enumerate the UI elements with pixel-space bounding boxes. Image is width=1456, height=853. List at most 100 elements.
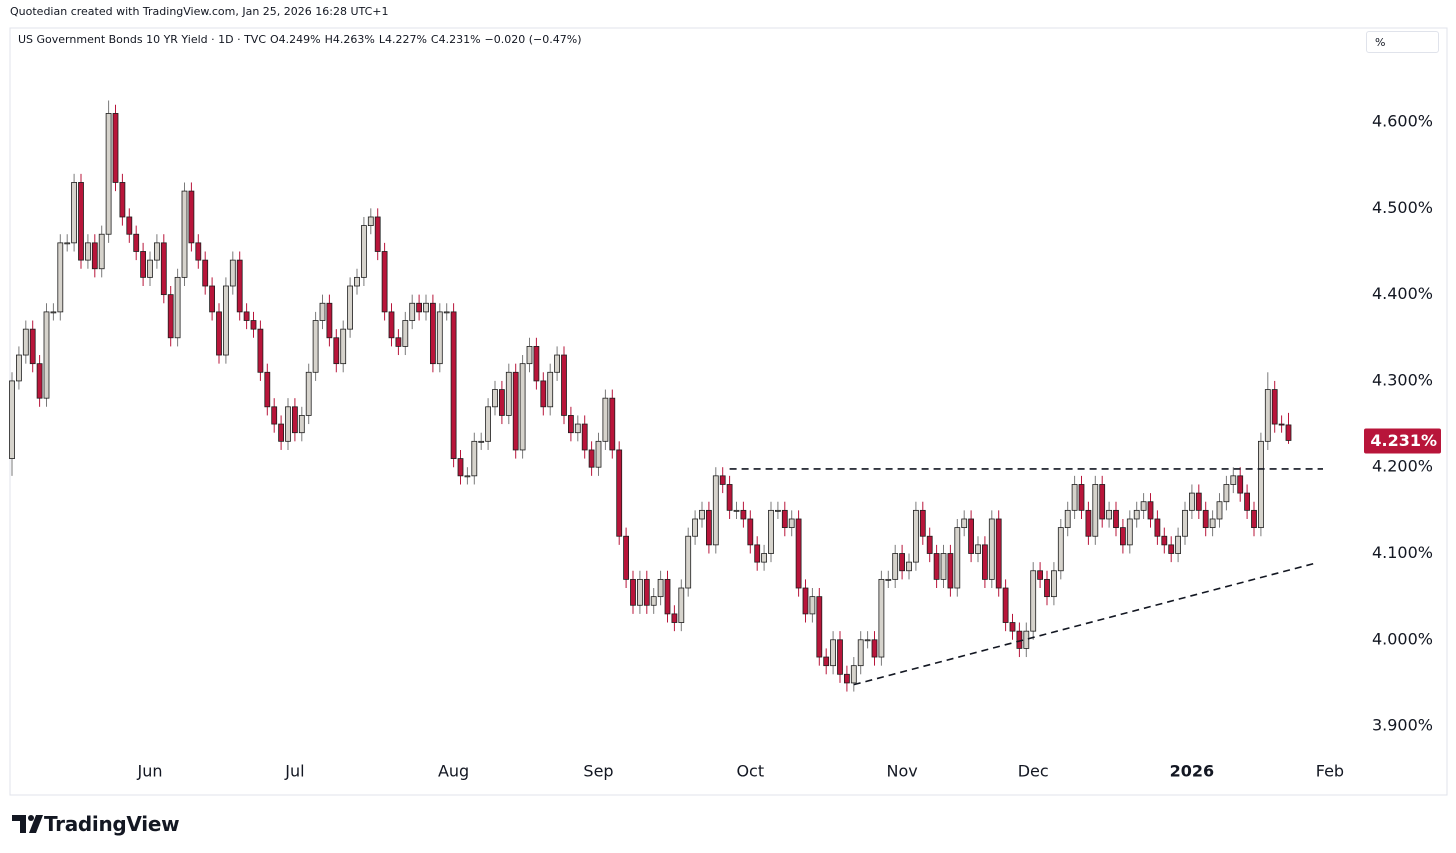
candle-body	[1092, 484, 1099, 537]
candle-body	[1258, 440, 1264, 529]
candle-body	[291, 406, 298, 434]
y-tick-label: 4.600%	[1372, 112, 1433, 131]
candle-body	[1264, 389, 1271, 442]
candle-body	[540, 380, 547, 408]
candle-body	[498, 389, 505, 416]
candle-body	[181, 190, 188, 278]
candle-body	[568, 415, 574, 434]
candle-body	[1002, 587, 1009, 623]
legend-close: C4.231%	[430, 33, 481, 46]
candle-body	[947, 553, 954, 589]
candle-body	[526, 346, 533, 365]
y-tick-label: 4.300%	[1372, 370, 1433, 389]
candle-body	[140, 251, 147, 278]
candle-body	[933, 553, 940, 580]
candle-body	[112, 113, 119, 183]
candle-body	[1278, 423, 1285, 426]
candle-body	[326, 302, 333, 339]
candle-body	[768, 509, 774, 554]
y-tick-label: 4.000%	[1372, 629, 1433, 648]
candle-body	[899, 553, 905, 572]
candle-body	[581, 423, 588, 451]
credit: Quotedian created with TradingView.com, …	[10, 5, 389, 18]
last-price-label: 4.231%	[1370, 431, 1437, 450]
x-tick-label: Oct	[736, 762, 764, 781]
candle-body	[222, 285, 229, 356]
brand-name: TradingView	[44, 812, 180, 836]
unit-selector[interactable]: %	[1366, 31, 1439, 53]
candle-body	[9, 380, 15, 459]
candle-body	[712, 475, 719, 546]
x-tick-label: Dec	[1018, 762, 1049, 781]
candle-body	[775, 509, 781, 512]
candle-body	[988, 518, 995, 580]
legend-title: US Government Bonds 10 YR Yield · 1D · T…	[18, 33, 266, 46]
candle-body	[995, 518, 1002, 589]
candle-body	[1285, 424, 1292, 441]
candle-body	[623, 535, 629, 580]
x-tick-label: Jul	[284, 762, 304, 781]
candle-body	[15, 354, 22, 382]
candle-body	[119, 182, 126, 218]
candle-body	[91, 242, 98, 270]
candle-body	[1202, 509, 1209, 529]
candle-body	[1044, 578, 1050, 598]
candle-body	[1085, 509, 1092, 537]
candle-body	[374, 216, 381, 252]
candle-body	[864, 639, 871, 642]
candle-body	[402, 320, 409, 347]
candle-body	[126, 216, 133, 235]
candle-body	[699, 509, 705, 520]
chart-frame	[9, 27, 1448, 796]
candle-body	[961, 518, 968, 529]
candle-body	[519, 363, 526, 451]
x-tick-label: Feb	[1316, 762, 1344, 781]
candle-body	[844, 673, 850, 684]
axes: 3.900% 4.000% 4.100% 4.200% 4.300% 4.400% 4.50…	[137, 112, 1441, 781]
candle-body	[478, 440, 485, 443]
candle-body	[160, 242, 167, 296]
candle-body	[57, 242, 64, 313]
candle-body	[271, 406, 278, 425]
y-tick-label: 4.500%	[1372, 198, 1433, 217]
candle-body	[1078, 484, 1085, 511]
candle-body	[264, 371, 271, 408]
candle-body	[1244, 492, 1250, 511]
candle-body	[692, 518, 698, 537]
candle-body	[664, 578, 671, 615]
candle-body	[657, 578, 664, 598]
candle-body	[416, 302, 423, 313]
candle-body	[1237, 475, 1244, 494]
candle-body	[147, 259, 153, 278]
candle-body	[305, 371, 312, 416]
candle-body	[464, 475, 471, 478]
candle-body	[609, 397, 616, 451]
candle-body	[1209, 518, 1216, 529]
candle-body	[1182, 509, 1188, 537]
candle-body	[643, 578, 650, 606]
candle-body	[29, 328, 36, 365]
candle-body	[333, 337, 340, 365]
candle-body	[761, 553, 767, 563]
candle-body	[1023, 630, 1030, 649]
candle-body	[1051, 570, 1057, 598]
candle-body	[319, 302, 326, 321]
candle-body	[650, 596, 657, 606]
candle-body	[1099, 484, 1106, 520]
candle-body	[561, 354, 567, 416]
legend: US Government Bonds 10 YR Yield · 1D · T…	[18, 33, 585, 46]
candle-body	[78, 182, 84, 261]
candle-body	[1106, 509, 1112, 520]
y-tick-label: 4.200%	[1372, 457, 1433, 476]
candle-body	[602, 397, 609, 442]
x-tick-label: 2026	[1170, 762, 1215, 781]
candle-body	[395, 337, 402, 347]
candle-body	[505, 371, 512, 416]
y-tick-label: 3.900%	[1372, 716, 1433, 735]
candle-body	[1161, 535, 1168, 546]
candle-body	[885, 578, 892, 581]
candle-body	[105, 113, 112, 235]
y-tick-label: 4.100%	[1372, 543, 1433, 562]
candle-body	[71, 182, 77, 244]
